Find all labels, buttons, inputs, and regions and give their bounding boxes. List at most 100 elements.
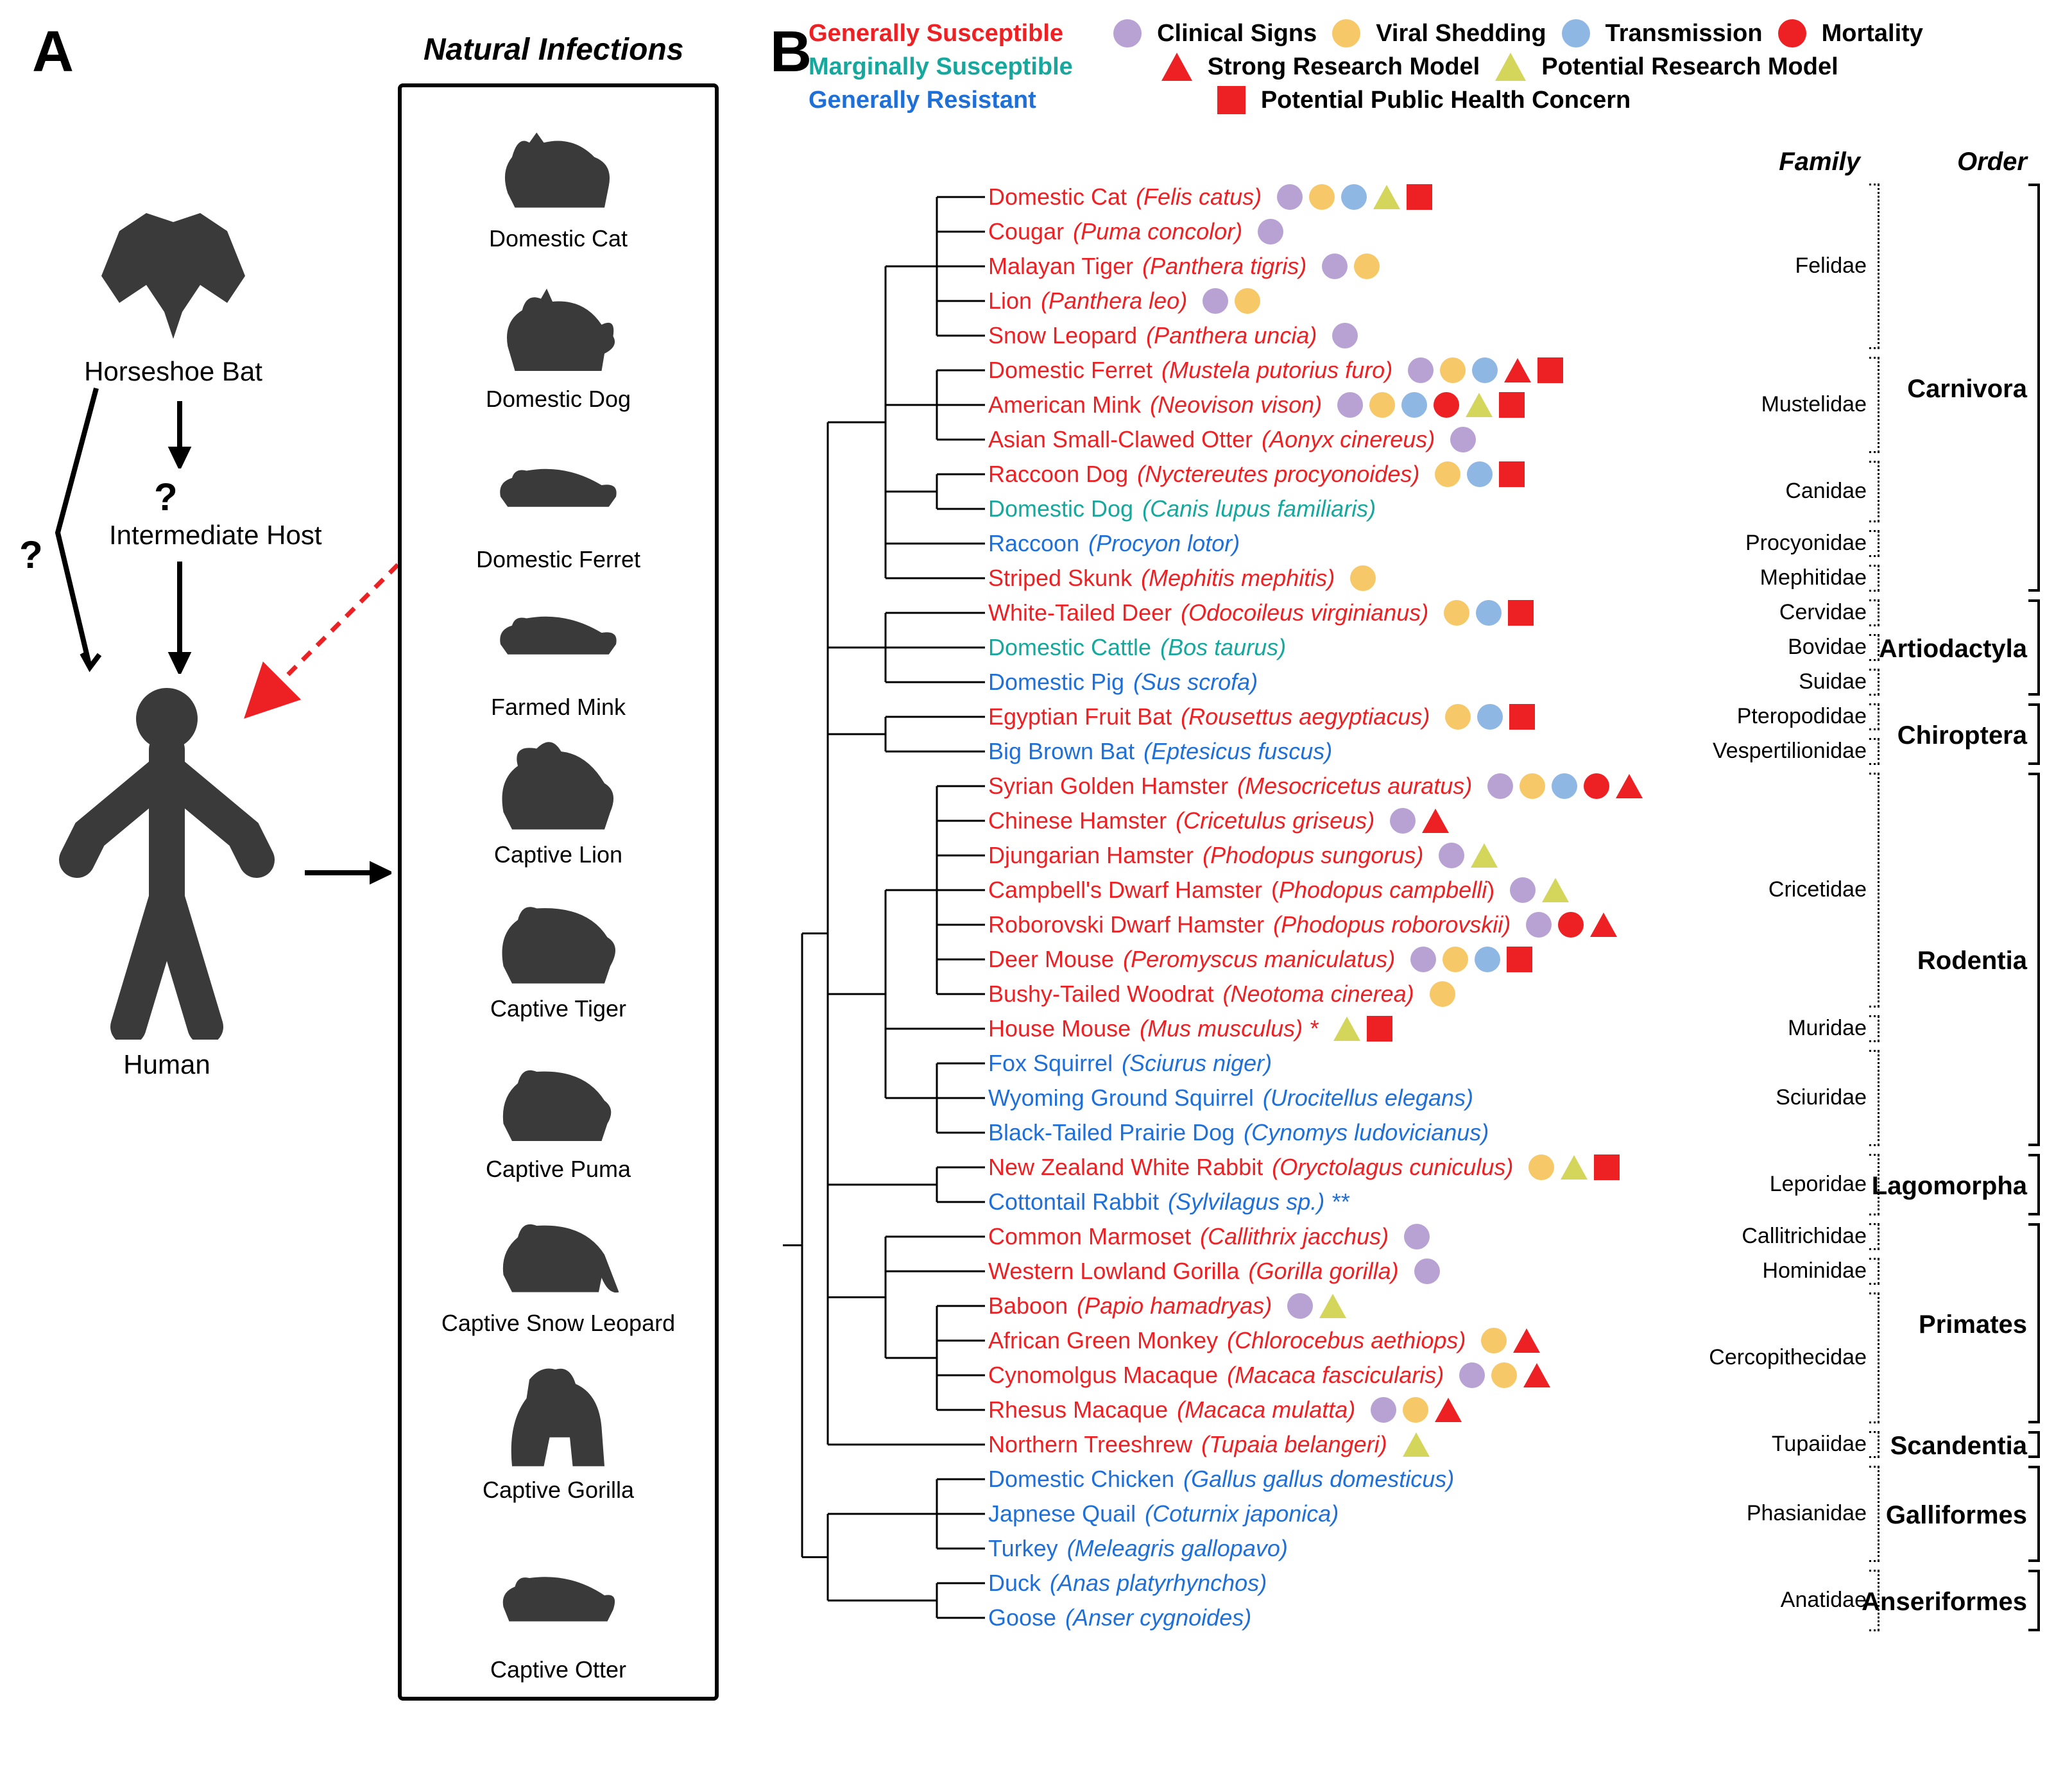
natural-infection-item: Captive Tiger (402, 877, 715, 1022)
species-scientific-name: (Panthera uncia) (1146, 322, 1317, 348)
family-bracket (1869, 1466, 1879, 1562)
symbol-icon (1439, 843, 1464, 868)
species-row: New Zealand White Rabbit (Oryctolagus cu… (988, 1150, 1620, 1185)
order-bracket (2028, 773, 2040, 1146)
symbol-icon (1499, 461, 1525, 487)
species-common-name: Raccoon (988, 530, 1079, 557)
species-common-name: Raccoon Dog (988, 461, 1128, 488)
species-scientific-name: (Mesocricetus auratus) (1237, 773, 1472, 799)
viral-shedding-icon (1332, 19, 1360, 47)
family-bracket (1869, 703, 1879, 730)
family-bracket (1869, 461, 1879, 522)
family-header: Family (1779, 148, 1860, 176)
species-scientific-name: (Procyon lotor) (1088, 530, 1240, 556)
natural-infections-title: Natural Infections (424, 32, 683, 67)
symbol-icon (1459, 1362, 1485, 1388)
order-label: Anseriformes (1862, 1588, 2027, 1617)
species-common-name: Roborovski Dwarf Hamster (988, 911, 1264, 938)
species-common-name: Egyptian Fruit Bat (988, 703, 1172, 730)
legend-marginal: Marginally Susceptible (809, 53, 1073, 81)
order-bracket (2028, 184, 2040, 592)
species-scientific-name: (Gallus gallus domesticus) (1183, 1466, 1454, 1492)
legend-susceptible: Generally Susceptible (809, 20, 1063, 47)
animal-silhouette-icon (475, 427, 642, 543)
species-scientific-name: (Aonyx cinereus) (1262, 426, 1435, 452)
animal-label: Domestic Dog (402, 386, 715, 413)
animal-silhouette-icon (475, 107, 642, 222)
species-common-name: Duck (988, 1570, 1041, 1597)
species-scientific-name: (Bos taurus) (1160, 634, 1286, 660)
species-scientific-name: (Felis catus) (1136, 184, 1262, 210)
species-scientific-name: (Eptesicus fuscus) (1143, 738, 1332, 764)
species-row: Asian Small-Clawed Otter (Aonyx cinereus… (988, 422, 1476, 457)
arrow-bat-to-intermediate (160, 398, 199, 468)
species-row: Domestic Chicken (Gallus gallus domestic… (988, 1462, 1469, 1497)
order-label: Artiodactyla (1879, 635, 2027, 664)
species-row: Raccoon (Procyon lotor) (988, 526, 1255, 561)
species-row: White-Tailed Deer (Odocoileus virginianu… (988, 596, 1534, 630)
health-concern-icon (1217, 86, 1246, 114)
species-row: Domestic Dog (Canis lupus familiaris) (988, 492, 1391, 526)
family-bracket (1869, 773, 1879, 1008)
species-scientific-name: (Mephitis mephitis) (1141, 565, 1335, 591)
species-row: Snow Leopard (Panthera uncia) (988, 318, 1358, 353)
symbol-icon (1309, 184, 1335, 210)
species-row: African Green Monkey (Chlorocebus aethio… (988, 1323, 1540, 1358)
family-label: Sciuridae (1776, 1085, 1867, 1110)
species-common-name: African Green Monkey (988, 1327, 1218, 1354)
species-scientific-name: (Mus musculus) * (1140, 1015, 1318, 1042)
symbol-icon (1287, 1293, 1313, 1319)
species-scientific-name: (Phodopus campbelli) (1271, 877, 1494, 903)
family-label: Canidae (1785, 479, 1867, 504)
question-mark-1: ? (154, 475, 178, 519)
order-bracket (2028, 1570, 2040, 1631)
phylogenetic-tree (770, 160, 988, 1733)
natural-infection-item: Domestic Dog (402, 267, 715, 413)
symbol-icon (1477, 704, 1503, 730)
species-common-name: New Zealand White Rabbit (988, 1154, 1263, 1181)
natural-infection-item: Captive Puma (402, 1037, 715, 1183)
species-row: Baboon (Papio hamadryas) (988, 1289, 1346, 1323)
bat-icon (83, 199, 263, 353)
legend-health-concern: Potential Public Health Concern (1261, 87, 1631, 114)
species-common-name: Big Brown Bat (988, 738, 1134, 765)
family-label: Tupaiidae (1772, 1432, 1867, 1457)
species-scientific-name: (Puma concolor) (1073, 218, 1242, 245)
species-row: Cougar (Puma concolor) (988, 214, 1283, 249)
species-row: Common Marmoset (Callithrix jacchus) (988, 1219, 1430, 1254)
potential-model-icon (1495, 53, 1526, 81)
animal-label: Domestic Ferret (402, 546, 715, 573)
symbol-icon (1444, 600, 1469, 626)
species-scientific-name: (Coturnix japonica) (1145, 1500, 1339, 1527)
family-label: Muridae (1788, 1016, 1867, 1041)
family-label: Suidae (1799, 669, 1867, 694)
family-label: Anatidae (1781, 1588, 1867, 1613)
symbol-icon (1333, 1017, 1360, 1041)
animal-label: Captive Gorilla (402, 1477, 715, 1504)
symbol-icon (1414, 1258, 1440, 1284)
species-row: Raccoon Dog (Nyctereutes procyonoides) (988, 457, 1525, 492)
species-common-name: Bushy-Tailed Woodrat (988, 981, 1214, 1008)
species-scientific-name: (Sciurus niger) (1122, 1050, 1272, 1076)
species-scientific-name: (Urocitellus elegans) (1263, 1085, 1473, 1111)
natural-infection-item: Captive Lion (402, 723, 715, 868)
family-label: Bovidae (1788, 635, 1867, 660)
species-scientific-name: (Odocoileus virginianus) (1181, 599, 1428, 626)
species-common-name: Cottontail Rabbit (988, 1189, 1159, 1215)
symbol-icon (1319, 1294, 1346, 1318)
family-label: Felidae (1795, 253, 1867, 279)
symbol-icon (1471, 843, 1498, 868)
species-common-name: Syrian Golden Hamster (988, 773, 1228, 800)
animal-silhouette-icon (475, 267, 642, 382)
natural-infection-item: Captive Gorilla (402, 1358, 715, 1504)
species-scientific-name: (Nyctereutes procyonoides) (1137, 461, 1419, 487)
species-scientific-name: (Meleagris gallopavo) (1067, 1535, 1288, 1561)
family-label: Mephitidae (1760, 565, 1867, 590)
species-row: Fox Squirrel (Sciurus niger) (988, 1046, 1287, 1081)
order-bracket (2028, 1431, 2040, 1458)
species-scientific-name: (Callithrix jacchus) (1200, 1223, 1389, 1249)
species-scientific-name: (Panthera tigris) (1142, 253, 1306, 279)
species-common-name: Rhesus Macaque (988, 1396, 1168, 1423)
animal-label: Farmed Mink (402, 694, 715, 721)
order-label: Rodentia (1917, 947, 2027, 975)
